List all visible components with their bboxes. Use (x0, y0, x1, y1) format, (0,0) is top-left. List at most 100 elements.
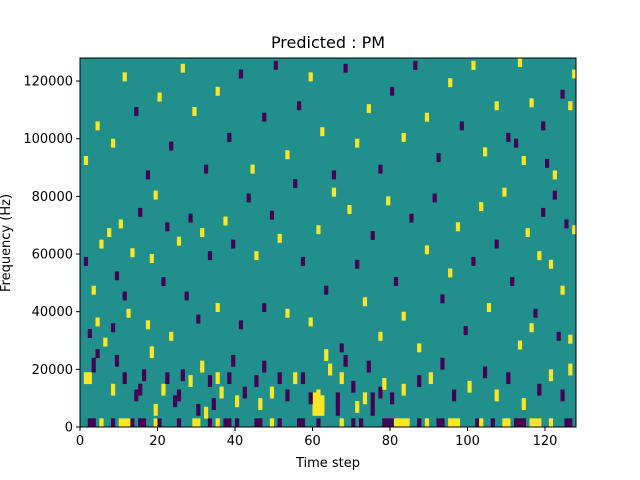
heatmap-cell (308, 401, 313, 405)
heatmap-cell (537, 383, 542, 387)
heatmap-cell (417, 421, 422, 425)
heatmap-cell (362, 297, 368, 301)
heatmap-cell (568, 337, 573, 341)
heatmap-cell (242, 395, 247, 399)
heatmap-cell (320, 412, 325, 416)
heatmap-cell (153, 406, 158, 410)
heatmap-cell (83, 259, 89, 263)
heatmap-cell (196, 317, 201, 321)
heatmap-cell (506, 375, 511, 379)
heatmap-cell (564, 225, 569, 229)
heatmap-cell (440, 363, 445, 367)
heatmap-cell (111, 421, 116, 425)
heatmap-cell (409, 216, 414, 220)
heatmap-cell (277, 372, 282, 376)
heatmap-cell (215, 303, 220, 307)
heatmap-cell (91, 291, 96, 295)
heatmap-cell (196, 320, 201, 324)
heatmap-cell (122, 297, 127, 301)
heatmap-cell (483, 372, 488, 376)
heatmap-cell (223, 418, 228, 422)
heatmap-cell (111, 144, 116, 148)
y-axis: 0 20000 40000 60000 80000 100000 120000 (23, 75, 80, 436)
heatmap-cell (111, 141, 116, 145)
heatmap-cell (169, 331, 174, 336)
heatmap-cell (494, 101, 499, 105)
heatmap-cell (227, 132, 232, 137)
heatmap-cell (238, 72, 244, 76)
heatmap-cell (254, 418, 259, 422)
heatmap-cell (207, 377, 213, 382)
heatmap-cell (258, 424, 263, 428)
heatmap-cell (196, 412, 201, 416)
heatmap-cell (362, 300, 368, 304)
heatmap-cell (339, 377, 344, 382)
heatmap-cell (165, 380, 170, 385)
heatmap-cell (188, 375, 193, 379)
heatmap-cell (545, 158, 550, 163)
heatmap-cell (246, 199, 251, 203)
heatmap-cell (192, 424, 197, 428)
heatmap-cell (138, 386, 143, 390)
heatmap-cell (370, 230, 375, 235)
y-axis-label: Frequency (Hz) (0, 194, 14, 292)
heatmap-cell (548, 377, 554, 382)
heatmap-cell (378, 392, 383, 396)
heatmap-cell (114, 360, 120, 364)
heatmap-cell (285, 150, 290, 154)
heatmap-cell (517, 63, 523, 67)
heatmap-cell (572, 228, 577, 232)
heatmap-cell (122, 418, 127, 422)
heatmap-cell (328, 366, 333, 370)
heatmap-cell (452, 418, 457, 422)
heatmap-cell (126, 311, 131, 315)
heatmap-cell (537, 254, 542, 258)
heatmap-cell (525, 230, 530, 235)
heatmap-cell (262, 118, 267, 122)
heatmap-cell (300, 262, 306, 266)
heatmap-cell (254, 383, 259, 387)
heatmap-cell (521, 156, 526, 160)
heatmap-cell (455, 418, 461, 422)
heatmap-cell (560, 392, 565, 396)
heatmap-cell (215, 92, 220, 96)
heatmap-cell (401, 135, 406, 140)
heatmap-cell (316, 401, 321, 405)
y-tick-label: 100000 (23, 132, 73, 147)
heatmap-cell (401, 132, 406, 137)
heatmap-cell (436, 421, 441, 425)
heatmap-cell (533, 421, 538, 425)
heatmap-cell (184, 291, 189, 295)
heatmap-cell (502, 190, 507, 194)
heatmap-cell (417, 346, 422, 350)
heatmap-cell (161, 279, 166, 284)
heatmap-cell (269, 389, 275, 393)
heatmap-cell (269, 386, 275, 390)
heatmap-cell (204, 412, 209, 416)
heatmap-cell (382, 386, 387, 390)
heatmap-cell (180, 63, 185, 67)
heatmap-cell (475, 418, 480, 422)
heatmap-cell (200, 366, 205, 370)
heatmap-cell (269, 395, 275, 399)
heatmap-cell (312, 403, 317, 408)
heatmap-cell (165, 372, 170, 376)
heatmap-cell (568, 421, 573, 425)
heatmap-cell (153, 193, 158, 197)
heatmap-cell (320, 406, 325, 410)
heatmap-cell (269, 418, 275, 422)
heatmap-cell (300, 421, 306, 425)
heatmap-cell (312, 392, 317, 396)
heatmap-cell (235, 418, 240, 422)
heatmap-cell (300, 375, 306, 379)
heatmap-cell (467, 386, 472, 390)
heatmap-cell (122, 424, 127, 428)
heatmap-cell (254, 377, 259, 382)
heatmap-cell (157, 418, 162, 422)
heatmap-cell (541, 213, 546, 217)
heatmap-cell (83, 158, 89, 163)
heatmap-cell (548, 424, 554, 428)
heatmap-cell (448, 421, 453, 425)
heatmap-cell (95, 323, 100, 327)
heatmap-cell (529, 323, 534, 327)
